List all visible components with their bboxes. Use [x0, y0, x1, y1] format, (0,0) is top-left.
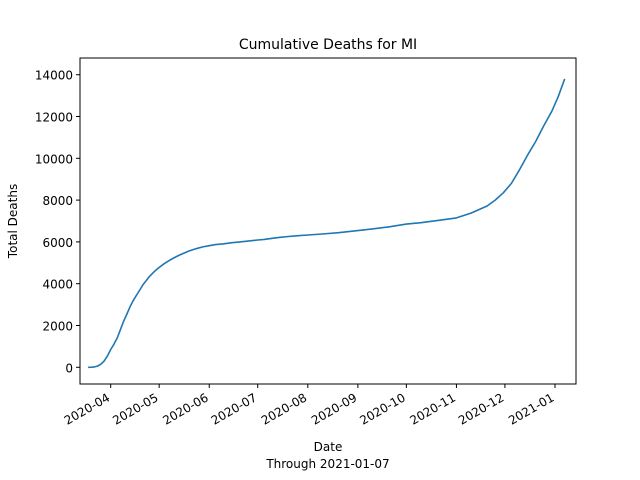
series-line [88, 78, 566, 369]
y-tick-label: 10000 [35, 152, 73, 166]
y-tick-label: 4000 [42, 278, 73, 292]
y-tick-label: 2000 [42, 319, 73, 333]
y-axis-label: Total Deaths [6, 184, 20, 259]
plot-frame [79, 57, 577, 385]
chart-title: Cumulative Deaths for MI [239, 37, 417, 53]
y-tick-label: 12000 [35, 111, 73, 125]
x-axis-subtitle: Through 2021-01-07 [265, 457, 389, 471]
y-tick-label: 6000 [42, 236, 73, 250]
x-axis-label: Date [314, 440, 343, 454]
y-tick-label: 0 [65, 361, 73, 375]
y-tick-label: 14000 [35, 69, 73, 83]
y-tick-label: 8000 [42, 194, 73, 208]
